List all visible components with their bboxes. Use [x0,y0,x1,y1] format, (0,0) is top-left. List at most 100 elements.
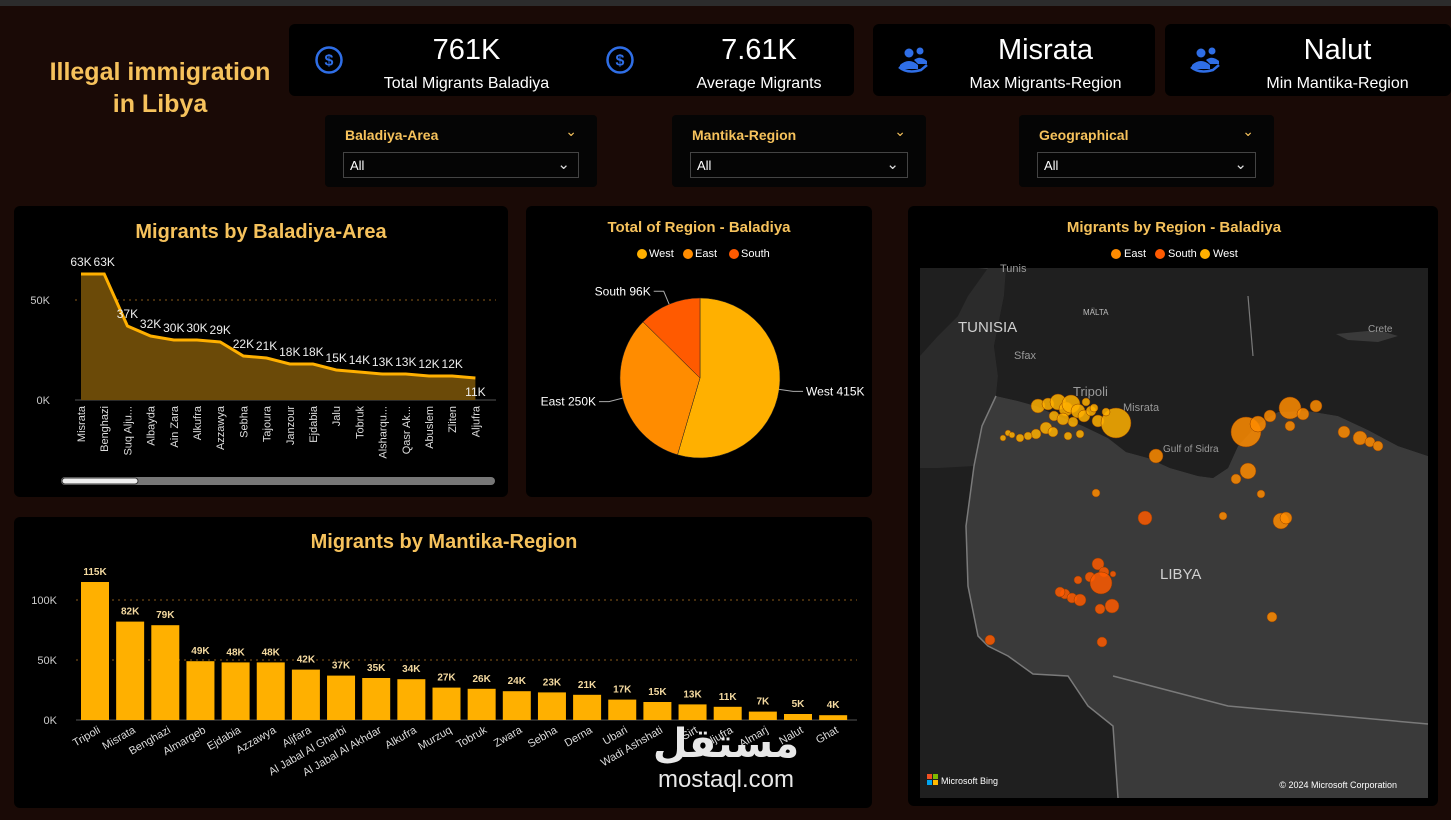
map-label-tunisia: TUNISIA [958,319,1017,336]
bar[interactable] [573,694,602,720]
bar[interactable] [713,706,742,720]
map-bubble [1372,440,1384,452]
x-tick-label: Ain Zara [169,405,181,447]
bar[interactable] [748,711,777,720]
bar[interactable] [432,687,461,720]
bar[interactable] [784,714,812,720]
mantika-region-bar-chart[interactable]: 0K50K100K115KTripoli82KMisrata79KBenghaz… [14,517,872,808]
data-label: 48K [226,647,245,658]
map-bubble [1091,557,1105,571]
bar[interactable] [151,625,180,720]
kpi-max-region-value: Misrata [997,34,1094,66]
region-pie-chart[interactable]: West East South West 415K East 250K South 96K [526,206,872,497]
chevron-down-icon[interactable]: ⌄ [557,156,570,173]
pie-slice-label: South 96K [595,284,651,298]
data-label: 12K [442,357,463,371]
bar[interactable] [608,699,637,720]
mantika-region-chart-card: Migrants by Mantika-Region 0K 50K 100K 115K… [14,517,872,808]
bar[interactable] [256,662,285,720]
slicer-dropdown[interactable]: All ⌄ [1037,152,1256,178]
bar[interactable] [221,662,250,720]
data-label: 26K [472,674,491,685]
data-label: 63K [70,255,91,269]
x-tick-label: Tobruk [455,724,490,751]
map-bubble [1100,407,1132,439]
chevron-down-icon[interactable]: ⌄ [1234,156,1247,173]
watermark-arabic: مستقل [652,721,800,767]
data-label: 11K [719,692,738,703]
map-label-libya: LIBYA [1160,566,1201,583]
kpi-card-max-region: Misrata Max Migrants-Region [873,24,1155,96]
bar[interactable] [291,669,320,720]
x-tick-label: Janzour [285,406,297,445]
map-bubble [1284,420,1296,432]
chevron-down-icon[interactable]: ⌄ [886,156,899,173]
kpi-min-region-value: Nalut [1303,34,1372,66]
pie-slice-west[interactable] [677,297,781,459]
watermark-latin: mostaql.com [657,766,795,793]
map-bubble [1137,510,1153,526]
chevron-down-icon[interactable]: ⌄ [1242,123,1254,139]
legend-label: South [741,248,770,260]
chevron-down-icon[interactable]: ⌄ [894,123,906,139]
y-tick-label: 50K [30,295,50,307]
bar[interactable] [643,702,672,720]
scrollbar-thumb[interactable] [61,477,139,485]
x-tick-label: Sebha [238,405,250,438]
bing-logo-icon [927,774,938,785]
chart-title: Migrants by Mantika-Region [310,531,578,553]
x-tick-label: Aljufra [470,405,482,437]
slicer-baladiya-area[interactable]: Baladiya-Area ⌄ All ⌄ [325,115,597,187]
slicer-mantika-region[interactable]: Mantika-Region ⌄ All ⌄ [672,115,926,187]
pie-slice-east[interactable] [619,321,701,456]
map-bubble [999,434,1007,442]
bar[interactable] [467,688,496,720]
bar[interactable] [678,704,707,720]
x-tick-label: Suq Alju... [122,406,134,456]
map-label-gulf-of-sidra: Gulf of Sidra [1163,444,1219,455]
bar[interactable] [81,582,109,720]
slicer-geographical[interactable]: Geographical ⌄ All ⌄ [1019,115,1274,187]
svg-text:$: $ [616,53,625,70]
map-bubble [1008,431,1016,439]
bar[interactable] [186,661,215,720]
people-icon [898,47,928,73]
map-bubble [1239,462,1257,480]
chevron-down-icon[interactable]: ⌄ [565,123,577,139]
slicer-title: Mantika-Region [692,127,797,143]
data-label: 79K [156,610,175,621]
bar[interactable] [327,675,356,720]
map-bubble [1230,473,1242,485]
slicer-dropdown[interactable]: All ⌄ [690,152,908,178]
x-tick-label: Tobruk [354,406,366,440]
map-label-crete: Crete [1368,324,1393,335]
slicer-dropdown[interactable]: All ⌄ [343,152,579,178]
bar[interactable] [502,691,531,720]
bar[interactable] [819,715,848,720]
map-area[interactable]: TUNISIA MALTA Sfax Tripoli Misrata Gulf … [920,263,1429,806]
map-label-malta: MALTA [1083,308,1109,317]
map-bubble [1089,403,1099,413]
map-bubble [1047,426,1059,438]
data-label: 15K [326,351,347,365]
bar[interactable] [362,678,391,720]
bar[interactable] [537,692,566,720]
region-map[interactable]: East South West TUNISIA MALTA Sfax Tripo… [908,206,1438,806]
scrollbar-track [61,477,495,485]
x-tick-label: Sebha [526,724,560,751]
bar[interactable] [397,679,426,720]
pie-leader-line [599,397,623,403]
x-tick-label: Albayda [146,405,158,446]
data-label: 115K [83,567,107,578]
bar[interactable] [116,621,145,720]
legend-label-west: West [1213,248,1238,260]
baladiya-area-chart[interactable]: 0K 50K 63K Misrata 63K Benghazi 37K Suq Alju...… [14,206,508,497]
chart-title: Migrants by Baladiya-Area [135,221,387,243]
pie-slice-south[interactable] [642,297,701,379]
x-tick-label: Ghat [814,724,841,746]
map-bubbles[interactable] [984,393,1384,806]
x-tick-label: Tajoura [262,405,274,442]
kpi-total-migrants-value: 761K [432,34,501,66]
map-bubble [1263,409,1277,423]
dollar-circle-icon: $ [606,46,634,74]
